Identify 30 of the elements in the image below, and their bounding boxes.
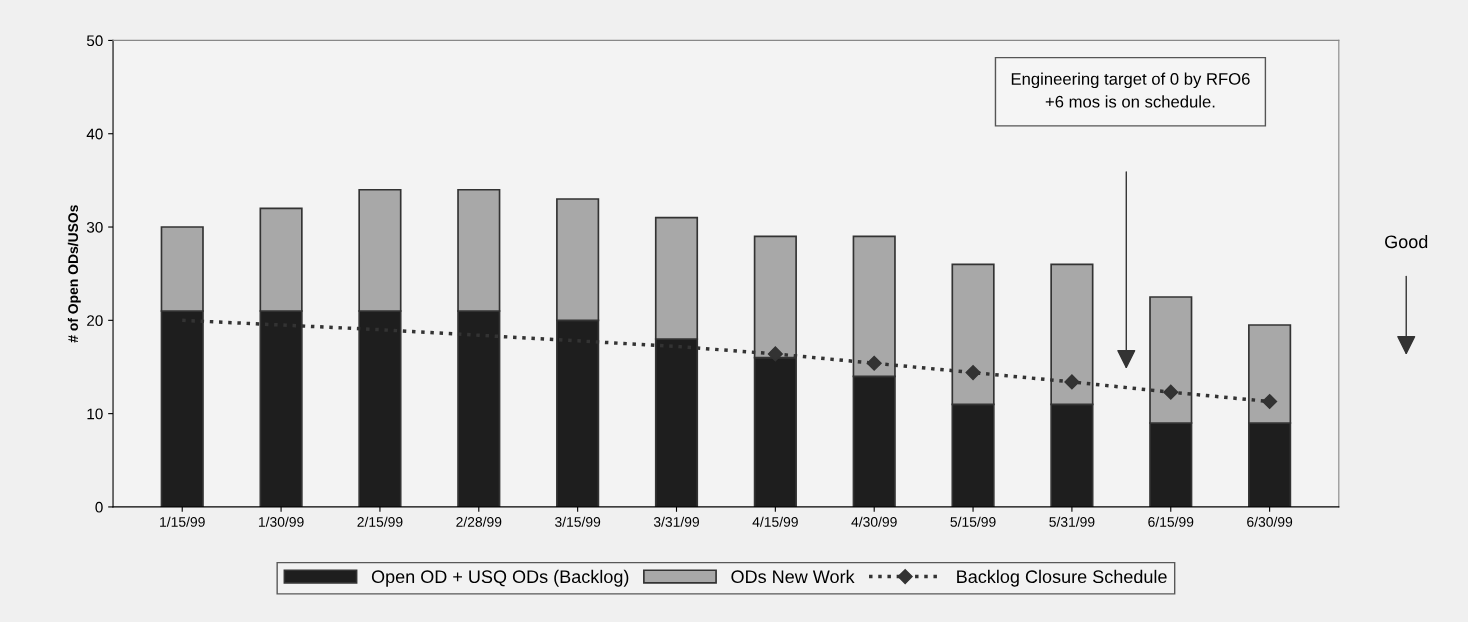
text: Good bbox=[1385, 234, 1428, 249]
x-tick-label: 4/15/99 bbox=[752, 516, 798, 527]
x-tick-label: 6/15/99 bbox=[1148, 516, 1194, 527]
legend-label: ODs New Work bbox=[731, 569, 855, 584]
x-tick-label: 3/15/99 bbox=[555, 516, 601, 527]
legend-label: Backlog Closure Schedule bbox=[957, 569, 1167, 587]
x-tick-label: 3/31/99 bbox=[653, 516, 700, 527]
x-tick-label: 2/15/99 bbox=[357, 516, 403, 527]
x-tick-label: 6/30/99 bbox=[1247, 516, 1293, 527]
x-tick-label: 5/31/99 bbox=[1049, 516, 1095, 527]
x-tick-label: 1/30/99 bbox=[258, 516, 304, 527]
y-tick-label: 50 bbox=[86, 35, 103, 47]
x-tick-label: 5/15/99 bbox=[950, 516, 996, 527]
y-tick-label: 20 bbox=[87, 315, 103, 327]
point bbox=[1262, 393, 1278, 410]
y-axis-title: # of Open ODs/USOs bbox=[67, 205, 81, 343]
annotation: Engineering target of 0 by RFO6 +6 mos is on schedule. bbox=[1011, 72, 1250, 108]
y-tick-label: 30 bbox=[86, 221, 103, 233]
y-tick-label: 0 bbox=[95, 501, 103, 513]
y-tick-label: 10 bbox=[87, 408, 103, 420]
point bbox=[866, 355, 882, 371]
point bbox=[965, 365, 981, 381]
point bbox=[1064, 374, 1080, 390]
x-tick-label: 1/15/99 bbox=[160, 516, 205, 527]
y-tick-label: 40 bbox=[86, 128, 103, 140]
point bbox=[767, 346, 783, 362]
point bbox=[1163, 384, 1179, 400]
legend-label: Open OD + USQ ODs (Backlog) bbox=[371, 569, 629, 587]
x-tick-label: 4/30/99 bbox=[851, 516, 897, 527]
x-tick-label: 2/28/99 bbox=[456, 516, 502, 527]
